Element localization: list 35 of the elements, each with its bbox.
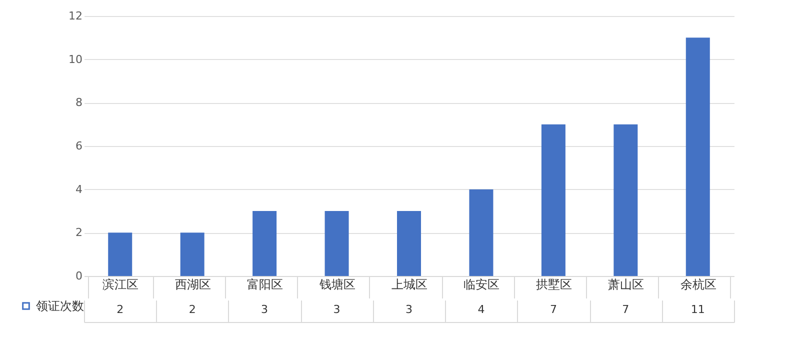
x-tick-label: 萧山区 [608,278,644,292]
data-label: 2 [188,303,196,316]
y-tick-label: 12 [68,10,82,22]
bar [252,211,277,276]
x-tick-label: 上城区 [392,278,428,292]
y-tick-label: 4 [76,182,82,196]
bar [614,124,638,276]
x-tick-label: 钱塘区 [318,278,356,292]
data-label: 2 [116,303,124,316]
legend-label: 领证次数 [36,299,84,313]
bar [469,189,494,276]
bar [397,211,421,276]
bar [541,124,566,276]
data-label: 7 [550,303,557,316]
data-label: 3 [406,303,412,316]
x-tick-label: 余杭区 [680,278,716,292]
data-label: 3 [261,303,268,316]
data-label: 11 [690,303,705,316]
bar [686,38,710,276]
x-tick-label: 临安区 [464,278,500,292]
x-tick-label: 滨江区 [102,278,139,292]
y-tick-label: 8 [76,96,82,110]
x-tick-label: 富阳区 [247,278,284,292]
x-tick-label: 拱墅区 [536,278,572,292]
x-tick-label: 西湖区 [174,278,211,292]
bar [108,232,132,276]
y-tick-label: 2 [76,226,82,240]
data-label: 4 [478,303,485,316]
y-tick-label: 0 [76,270,82,282]
bar [324,211,349,276]
bar [180,232,204,276]
y-tick-label: 6 [76,140,82,152]
data-label: 3 [333,303,340,316]
data-label: 7 [622,303,630,316]
y-tick-label: 10 [68,52,82,66]
